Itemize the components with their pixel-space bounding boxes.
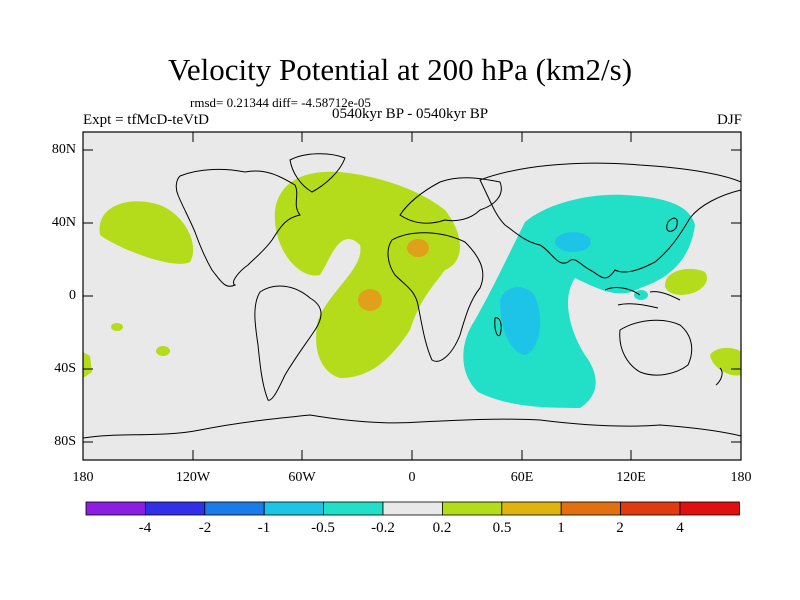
colorbar-swatch [560,501,622,516]
colorbar-swatch [382,501,443,516]
coast-antarctica [82,414,742,439]
experiment-label: Expt = tfMcD-teVtD [83,112,209,128]
colorbar-label: -1 [257,520,271,536]
colorbar-label: -2 [198,520,212,536]
strong-negative-regions [500,232,591,355]
coast-asia [479,162,742,279]
map-title: Velocity Potential at 200 hPa (km2/s) [167,52,633,87]
strong-positive-regions [358,239,429,311]
x-tick-label: 60W [288,470,316,485]
colorbar-swatch [620,501,681,516]
colorbar-label: 4 [676,520,684,536]
colorbar-swatch [204,501,265,516]
coast-greenland [289,153,346,193]
positive-anomaly-regions [83,171,741,378]
coast-japan [666,217,678,232]
colorbar-swatch [263,501,325,516]
coast-africa [387,232,484,362]
x-tick-label: 180 [72,470,94,485]
x-tick-label: 180 [730,470,752,485]
y-tick-label: 80N [51,142,76,157]
colorbar-label: 0.2 [432,520,452,536]
south-atlantic-strong-positive [358,289,382,311]
colorbar-label: 1 [557,520,565,536]
colorbar [85,501,740,516]
india-strong-negative [555,232,591,252]
colorbar-swatch [85,501,146,516]
east-pacific-positive [83,352,92,378]
atlantic-africa-positive [274,171,460,378]
colorbar-swatch [679,501,740,516]
small-positive-1 [111,323,123,331]
west-pacific-positive [665,268,708,295]
indo-asia-negative [463,194,695,408]
maritime-continent-negative [634,290,648,300]
coast-australia [619,319,693,376]
negative-anomaly-regions [463,194,695,408]
coast-new-zealand [715,367,723,386]
colorbar-swatch [501,501,562,516]
colorbar-label: -4 [138,520,152,536]
colorbar-label: 0.5 [492,520,512,536]
y-tick-label: 80S [54,434,76,449]
coast-south-america [254,285,322,401]
colorbar-swatch [144,501,206,516]
colorbar-label: -0.2 [371,520,395,536]
y-tick-label: 0 [69,288,76,303]
coast-north-america [175,168,301,287]
coastlines [82,153,742,439]
map-ticks [83,132,741,460]
x-tick-label: 0 [408,470,416,485]
colorbar-swatch [323,501,384,516]
colorbar-swatch [441,501,503,516]
y-tick-label: 40N [51,215,76,230]
stats-line: rmsd= 0.21344 diff= -4.58712e-05 [190,95,371,110]
x-tick-label: 60E [510,470,534,485]
x-tick-label: 120W [175,470,211,485]
x-tick-label: 120E [616,470,646,485]
coast-madagascar [494,317,502,337]
small-positive-2 [156,346,170,356]
season-label: DJF [716,112,742,128]
north-pacific-positive [99,201,194,264]
indian-ocean-strong-negative [500,286,541,355]
coast-europe [399,177,502,224]
y-tick-label: 40S [54,361,76,376]
period-label: 0540kyr BP - 0540kyr BP [331,106,489,122]
north-africa-strong-positive [407,239,429,257]
colorbar-label: 2 [616,520,624,536]
coast-maritime-continent [604,287,681,309]
colorbar-label: -0.5 [311,520,335,536]
